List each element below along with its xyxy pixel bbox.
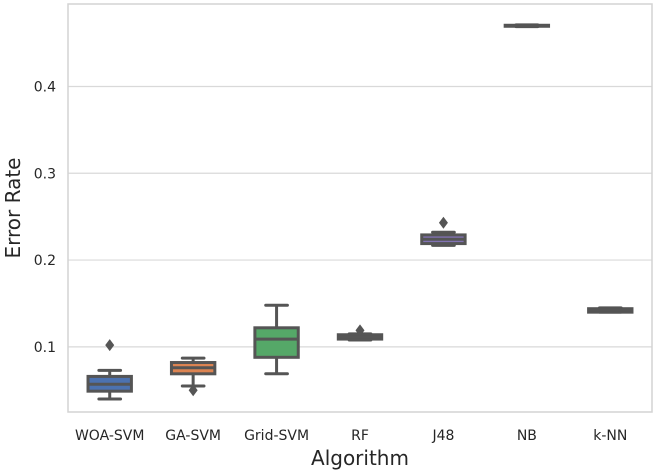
box-k-nn <box>587 306 634 314</box>
box-series <box>86 23 634 401</box>
outlier-point <box>355 324 365 337</box>
y-axis-label: Error Rate <box>1 158 25 259</box>
x-tick-label: Grid-SVM <box>244 428 309 444</box>
x-tick-label: RF <box>351 428 369 444</box>
outlier-point <box>438 216 448 229</box>
box-nb <box>503 23 551 29</box>
x-tick-label: J48 <box>431 428 454 444</box>
box-body <box>253 326 300 359</box>
box-woa-svm <box>86 339 133 401</box>
y-tick-label: 0.3 <box>34 166 56 182</box>
y-tick-label: 0.2 <box>34 253 56 269</box>
y-tick-label: 0.1 <box>34 340 56 356</box>
x-tick-label: NB <box>517 428 537 444</box>
outlier-point <box>188 384 198 397</box>
box-grid-svm <box>253 303 300 376</box>
grid-lines <box>68 85 652 348</box>
plot-frame <box>67 3 653 413</box>
x-tick-label: WOA-SVM <box>75 428 144 444</box>
outlier-point <box>105 339 115 352</box>
x-tick-label: k-NN <box>593 428 627 444</box>
y-tick-labels: 0.1 0.2 0.3 0.4 <box>34 79 56 355</box>
box-j48 <box>420 216 467 247</box>
x-tick-label: GA-SVM <box>165 428 221 444</box>
x-tick-labels: WOA-SVM GA-SVM Grid-SVM RF J48 NB k-NN <box>75 428 627 444</box>
box-ga-svm <box>169 356 217 397</box>
plot-background <box>68 4 652 412</box>
box-rf <box>336 324 384 342</box>
y-tick-label: 0.4 <box>34 79 56 95</box>
x-axis-label: Algorithm <box>311 446 409 470</box>
